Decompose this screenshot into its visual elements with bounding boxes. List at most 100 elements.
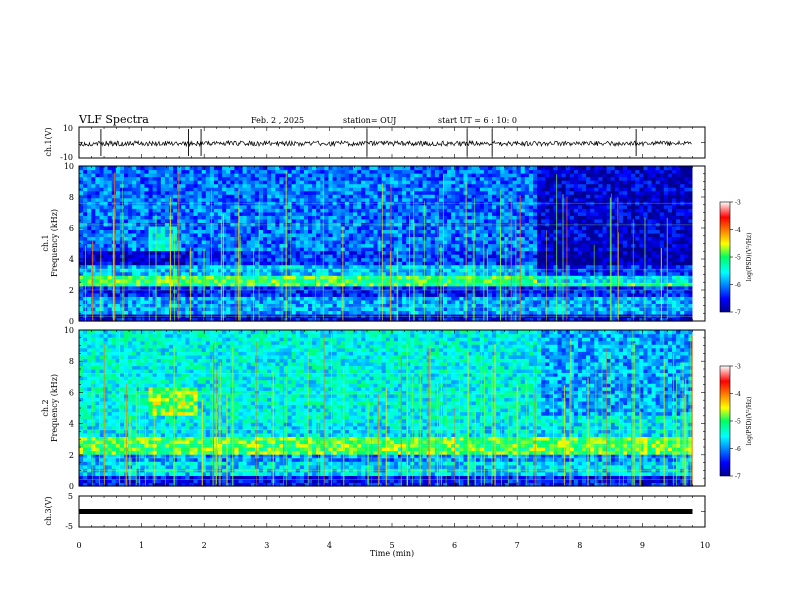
spectrogram-cell — [414, 289, 420, 294]
spectrogram-cell — [287, 169, 293, 174]
spectrogram-cell — [128, 264, 133, 269]
spectrogram-cell — [263, 239, 268, 245]
spectrogram-cell — [316, 299, 321, 304]
spectrogram-cell — [471, 257, 477, 262]
spectrogram-cell — [320, 169, 325, 174]
spectrogram-cell — [271, 183, 276, 188]
spectrogram-cell — [524, 247, 530, 252]
spectrogram-cell — [299, 264, 305, 269]
spectrogram-cell — [353, 239, 358, 245]
spectrogram-cell — [512, 317, 518, 322]
spectrogram-cell — [328, 264, 334, 269]
spectrogram-cell — [492, 236, 497, 241]
spectrogram-cell — [398, 218, 403, 223]
spectrogram-cell — [479, 271, 485, 276]
spectrogram-cell — [385, 187, 391, 192]
spectrogram-cell — [295, 204, 301, 209]
spectrogram-cell — [193, 183, 199, 188]
spectrogram-cell — [479, 204, 485, 209]
spectrogram-cell — [115, 271, 121, 276]
spectrogram-cell — [254, 317, 260, 322]
spectrogram-cell — [406, 261, 411, 266]
spectrogram-cell — [168, 313, 174, 319]
spectrogram-cell — [308, 275, 313, 280]
spectrogram-cell — [258, 261, 264, 266]
spectrogram-cell — [193, 268, 199, 273]
spectrogram-cell — [144, 169, 150, 174]
spectrogram-cell — [369, 275, 375, 280]
spectrogram-cell — [148, 211, 154, 216]
spectrogram-cell — [508, 173, 514, 178]
spectrogram-cell — [177, 275, 182, 280]
spectrogram-cell — [193, 254, 199, 259]
spectrogram-cell — [185, 317, 191, 322]
spectrogram-cell — [418, 299, 424, 304]
spectrogram-cell — [406, 190, 411, 195]
spectrogram-cell — [258, 285, 264, 290]
spectrogram-cell — [299, 173, 305, 178]
spectrogram-cell — [434, 289, 440, 294]
spectrogram-cell — [258, 211, 264, 216]
spectrogram-cell — [258, 197, 264, 202]
spectrogram-cell — [271, 317, 276, 322]
spectrogram-cell — [246, 313, 252, 319]
spectrogram-cell — [234, 292, 240, 297]
spectrogram-cell — [312, 222, 317, 227]
spectrogram-cell — [434, 236, 440, 241]
spectrogram-cell — [471, 285, 477, 290]
spectrogram-cell — [267, 218, 272, 223]
spectrogram-cell — [95, 306, 101, 312]
spectrogram-cell — [504, 306, 510, 312]
spectrogram-cell — [79, 236, 84, 241]
spectrogram-cell — [152, 247, 158, 252]
spectrogram-cell — [344, 303, 350, 308]
spectrogram-cell — [316, 313, 321, 319]
spectrogram-cell — [402, 268, 407, 273]
spectrogram-cell — [426, 278, 432, 283]
spectrogram-cell — [512, 197, 518, 202]
spectrogram-cell — [381, 303, 387, 308]
spectrogram-cell — [144, 180, 150, 185]
spectrogram-cell — [152, 278, 158, 283]
spectrogram-cell — [144, 190, 150, 195]
spectrogram-cell — [492, 299, 497, 304]
spectrogram-cell — [328, 243, 334, 248]
spectrogram-cell — [123, 268, 129, 273]
spectrogram-cell — [275, 197, 280, 202]
spectrogram-cell — [209, 204, 215, 209]
spectrogram-cell — [389, 180, 395, 185]
spectrogram-cell — [398, 303, 403, 308]
spectrogram-cell — [443, 215, 448, 220]
spectrogram-cell — [168, 296, 174, 301]
spectrogram-cell — [144, 243, 150, 248]
spectrogram-cell — [79, 208, 84, 213]
spectrogram-cell — [459, 275, 465, 280]
spectrogram-cell — [430, 261, 436, 266]
spectrogram-cell — [336, 282, 342, 287]
spectrogram-cell — [226, 176, 231, 181]
spectrogram-cell — [353, 278, 358, 283]
spectrogram-cell — [434, 292, 440, 297]
spectrogram-cell — [156, 176, 162, 181]
spectrogram-cell — [263, 271, 268, 276]
spectrogram-cell — [279, 215, 285, 220]
ch1-waveform-ticks — [78, 126, 706, 159]
spectrogram-cell — [263, 250, 268, 255]
spectrogram-cell — [528, 254, 534, 259]
spectrogram-cell — [299, 271, 305, 276]
spectrogram-cell — [128, 173, 133, 178]
spectrogram-cell — [156, 180, 162, 185]
spectrogram-cell — [410, 169, 415, 174]
spectrogram-cell — [79, 173, 84, 178]
spectrogram-cell — [156, 243, 162, 248]
spectrogram-cell — [312, 173, 317, 178]
spectrogram-cell — [140, 194, 146, 199]
spectrogram-cell — [410, 278, 415, 283]
spectrogram-cell — [332, 169, 338, 174]
spectrogram-cell — [111, 169, 117, 174]
spectrogram-cell — [483, 247, 489, 252]
spectrogram-cell — [185, 275, 191, 280]
spectrogram-cell — [308, 317, 313, 322]
spectrogram-cell — [385, 166, 391, 171]
spectrogram-cell — [291, 176, 297, 181]
